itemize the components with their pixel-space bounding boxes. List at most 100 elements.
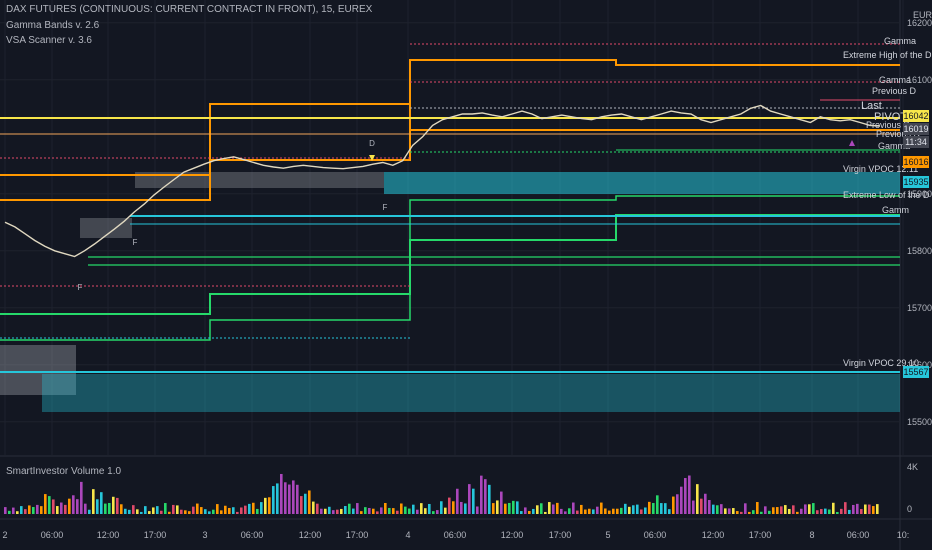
volume-bar <box>516 501 519 514</box>
axes: 16200 16100 15900 15800 15700 15600 15500 2 06:0… <box>2 18 932 540</box>
volume-bar <box>372 508 375 514</box>
volume-bar <box>104 503 107 514</box>
volume-bar <box>812 503 815 514</box>
price-label: 15567 <box>903 367 928 377</box>
volume-bar <box>640 509 643 514</box>
x-tick-label: 12:00 <box>299 530 322 540</box>
volume-bar <box>768 510 771 514</box>
indicator-vsa-scanner[interactable]: VSA Scanner v. 3.6 <box>6 35 92 46</box>
volume-bar <box>760 511 763 514</box>
volume-bar <box>200 507 203 514</box>
volume-bar <box>532 508 535 514</box>
level-annotation: Previous Day <box>866 120 920 130</box>
x-tick-label: 06:00 <box>644 530 667 540</box>
vsa-markers: D F F F <box>78 139 855 292</box>
x-tick-label: 2 <box>2 530 7 540</box>
volume-tick-label: 0 <box>907 504 912 514</box>
volume-bar <box>548 502 551 514</box>
level-annotation: Extreme Low of the D <box>843 190 930 200</box>
volume-bar <box>268 497 271 514</box>
volume-bar <box>708 500 711 514</box>
volume-bar <box>524 507 527 514</box>
volume-bar <box>204 509 207 514</box>
level-annotation: Gamm <box>882 205 909 215</box>
volume-bar <box>8 510 11 514</box>
volume-bar <box>84 503 87 514</box>
vpoc-zone <box>0 345 76 395</box>
level-annotation: PIVOT <box>874 111 907 123</box>
level-annotation: Gamma <box>878 141 910 151</box>
volume-bar <box>868 504 871 514</box>
volume-bar <box>700 498 703 514</box>
chart-title[interactable]: DAX FUTURES (CONTINUOUS: CURRENT CONTRAC… <box>6 4 373 15</box>
volume-bar <box>652 503 655 514</box>
volume-bar <box>460 501 463 514</box>
volume-bar <box>772 507 775 514</box>
gamma-band-lines <box>0 43 900 373</box>
price-label-box <box>903 156 929 168</box>
volume-bar <box>88 509 91 514</box>
x-tick-label: 17:00 <box>749 530 772 540</box>
volume-bar <box>428 503 431 514</box>
volume-pane-title[interactable]: SmartInvestor Volume 1.0 <box>6 466 122 477</box>
volume-bar <box>156 506 159 514</box>
x-tick-label: 17:00 <box>346 530 369 540</box>
volume-bar <box>48 496 51 514</box>
y-tick-label: 16100 <box>907 75 932 85</box>
price-label-box <box>903 136 929 148</box>
volume-bar <box>852 504 855 514</box>
volume-bar <box>656 495 659 514</box>
volume-bar <box>304 493 307 514</box>
volume-bar <box>496 500 499 514</box>
volume-bar <box>564 511 567 514</box>
volume-bar <box>536 505 539 514</box>
vsa-marker-label: D <box>369 139 375 148</box>
volume-bar <box>712 504 715 514</box>
volume-bar <box>684 478 687 514</box>
volume-bar <box>248 503 251 514</box>
y-tick-label: 15700 <box>907 303 932 313</box>
volume-bar <box>408 508 411 514</box>
volume-bar <box>412 504 415 514</box>
volume-bar <box>508 502 511 514</box>
volume-bar <box>220 510 223 514</box>
volume-bar <box>100 492 103 514</box>
volume-bar <box>256 508 259 514</box>
volume-bar <box>600 502 603 514</box>
volume-bar <box>420 503 423 514</box>
volume-bar <box>356 503 359 514</box>
price-label: 16019 <box>903 124 928 134</box>
volume-bar <box>388 507 391 514</box>
volume-bar <box>136 509 139 514</box>
volume-bar <box>72 495 75 514</box>
volume-bar <box>540 503 543 514</box>
level-annotation: Previous D <box>872 86 917 96</box>
volume-bar <box>704 493 707 514</box>
x-tick-label: 06:00 <box>847 530 870 540</box>
volume-bar <box>152 507 155 514</box>
volume-bar <box>328 506 331 514</box>
y-tick-label: 15800 <box>907 246 932 256</box>
volume-bar <box>840 508 843 514</box>
volume-bar <box>544 511 547 514</box>
indicator-gamma-bands[interactable]: Gamma Bands v. 2.6 <box>6 20 100 31</box>
volume-bar <box>168 511 171 514</box>
volume-bar <box>292 480 295 514</box>
volume-bar <box>436 510 439 514</box>
volume-bar <box>384 502 387 514</box>
volume-bar <box>472 488 475 514</box>
volume-bar <box>476 506 479 514</box>
volume-bar <box>40 506 43 514</box>
volume-bar <box>728 508 731 514</box>
volume-bar <box>352 508 355 514</box>
volume-bar <box>16 511 19 514</box>
x-tick-label: 12:00 <box>97 530 120 540</box>
volume-bar <box>404 506 407 514</box>
volume-bar <box>744 503 747 514</box>
volume-bar <box>132 505 135 514</box>
volume-bar <box>608 510 611 514</box>
x-tick-label: 12:00 <box>501 530 524 540</box>
volume-bar <box>828 509 831 514</box>
vpoc-zone <box>384 172 900 194</box>
